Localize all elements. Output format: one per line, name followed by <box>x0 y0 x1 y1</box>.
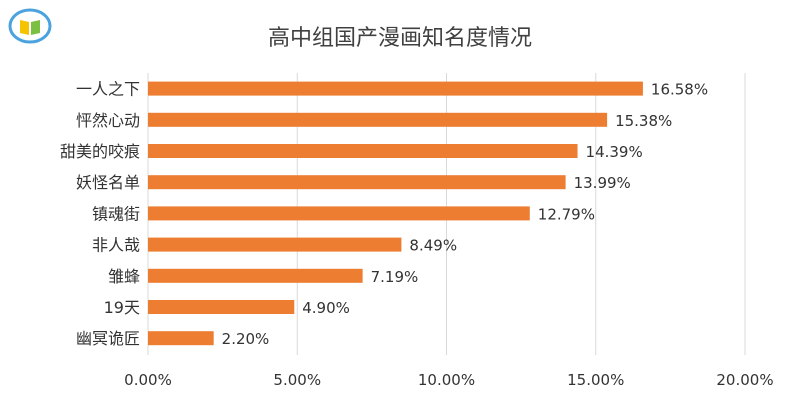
category-label: 19天 <box>104 298 140 317</box>
chart-title: 高中组国产漫画知名度情况 <box>267 26 532 51</box>
x-tick-label: 10.00% <box>418 371 475 389</box>
category-label: 雏蜂 <box>108 267 140 286</box>
category-label: 甜美的咬痕 <box>60 142 140 161</box>
value-label: 7.19% <box>371 268 419 286</box>
bar <box>148 81 643 96</box>
logo-icon <box>8 8 52 44</box>
category-label: 幽冥诡匠 <box>76 329 140 348</box>
category-label: 一人之下 <box>76 80 140 99</box>
x-tick-label: 5.00% <box>273 371 321 389</box>
value-label: 16.58% <box>651 81 708 99</box>
bar <box>148 300 295 314</box>
category-label: 妖怪名单 <box>76 173 140 192</box>
value-label: 12.79% <box>538 205 595 223</box>
value-label: 4.90% <box>302 299 350 317</box>
category-label: 怦然心动 <box>76 111 140 130</box>
bar <box>148 331 214 346</box>
bar <box>148 144 578 158</box>
bar <box>148 268 363 283</box>
value-label: 14.39% <box>586 143 643 161</box>
category-label: 镇魂街 <box>92 204 140 223</box>
x-tick-label: 0.00% <box>124 371 172 389</box>
bar <box>148 175 566 190</box>
x-tick-label: 15.00% <box>567 371 624 389</box>
bar <box>148 237 402 252</box>
value-label: 2.20% <box>222 330 270 348</box>
value-label: 15.38% <box>615 112 672 130</box>
bar <box>148 206 530 221</box>
bar <box>148 112 608 127</box>
value-label: 13.99% <box>574 174 631 192</box>
category-label: 非人哉 <box>92 236 140 255</box>
x-tick-label: 20.00% <box>716 371 773 389</box>
value-label: 8.49% <box>409 237 457 255</box>
